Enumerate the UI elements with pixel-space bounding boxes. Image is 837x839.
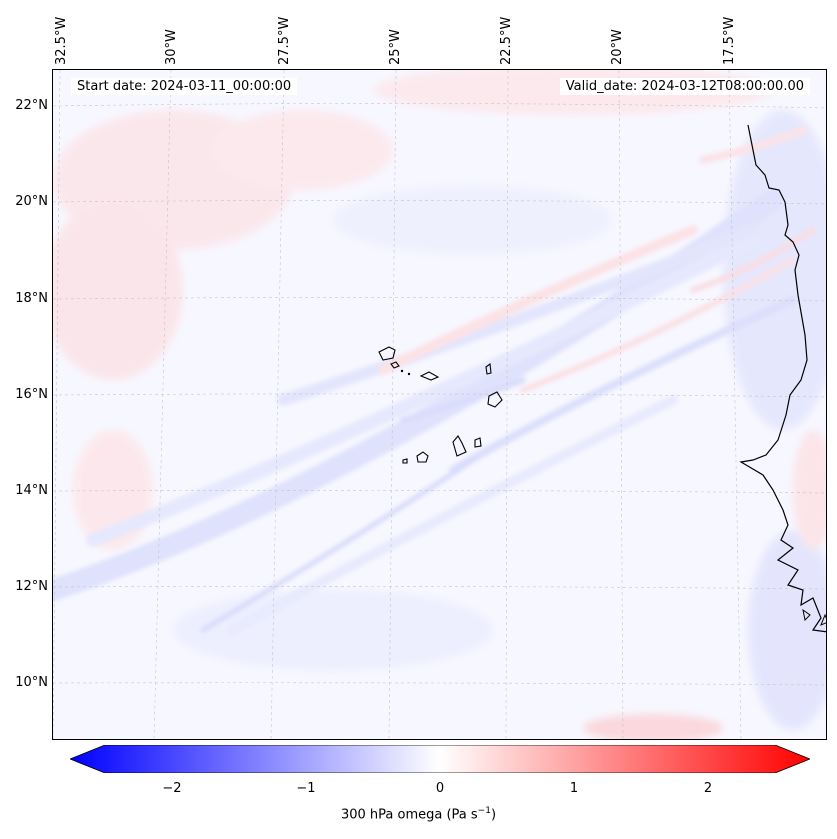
colorbar-tick-label: 0 (435, 781, 445, 796)
lat-label: 16°N (15, 387, 48, 402)
island-dot (407, 372, 411, 376)
cape-verde-islands (378, 346, 503, 464)
colorbar-body (68, 744, 812, 774)
lat-label: 20°N (15, 194, 48, 209)
lon-label: 17.5°W (722, 16, 737, 65)
lat-label: 18°N (15, 291, 48, 306)
coastline-guinea-bissau-islands (802, 608, 826, 626)
lon-label: 30°W (164, 29, 179, 65)
field-bands (53, 126, 816, 635)
gridlines (53, 70, 826, 739)
lon-label: 27.5°W (277, 16, 292, 65)
colorbar-tick-label: −1 (296, 781, 316, 796)
lon-label: 25°W (388, 29, 403, 65)
colorbar (68, 744, 812, 777)
field-positive-patch (793, 430, 826, 550)
field-positive-patch (583, 714, 723, 739)
lat-label: 22°N (15, 98, 48, 113)
colorbar-gradient (68, 744, 812, 777)
colorbar-label: 300 hPa omega (Pa s−1) (340, 806, 497, 823)
lon-label: 32.5°W (54, 16, 69, 65)
omega-field-map (53, 70, 826, 739)
valid-date-label: Valid_date: 2024-03-12T08:00:00.00 (559, 78, 810, 95)
lat-label: 14°N (15, 483, 48, 498)
map-panel: Start date: 2024-03-11_00:00:00 Valid_da… (52, 69, 827, 740)
lat-label: 12°N (15, 579, 48, 594)
start-date-label: Start date: 2024-03-11_00:00:00 (71, 78, 298, 95)
colorbar-tick-label: 2 (703, 781, 713, 796)
lon-label: 22.5°W (499, 16, 514, 65)
colorbar-tick-label: 1 (569, 781, 579, 796)
island-dot (400, 369, 404, 373)
field-negative-region (173, 110, 826, 730)
colorbar-tick-label: −2 (162, 781, 182, 796)
lon-label: 20°W (610, 29, 625, 65)
lat-label: 10°N (15, 675, 48, 690)
coastline-africa (739, 124, 826, 633)
